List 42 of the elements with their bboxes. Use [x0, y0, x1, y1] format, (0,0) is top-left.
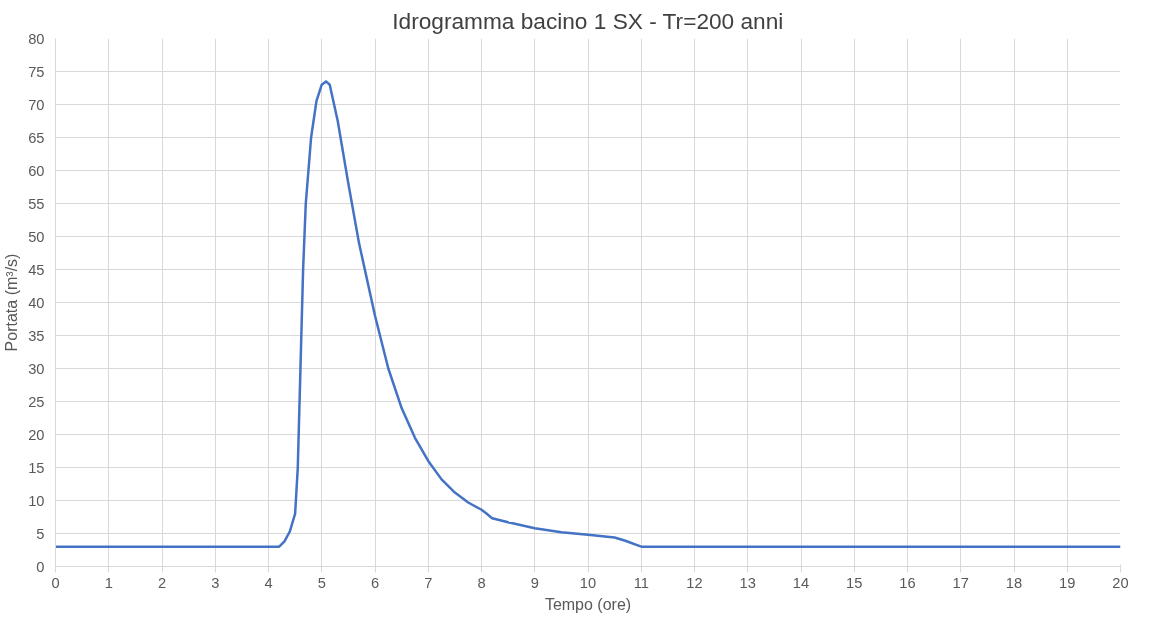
x-tick-label: 7 [424, 574, 433, 591]
y-tick-label: 30 [28, 360, 45, 377]
y-tick-label: 5 [36, 525, 45, 542]
x-tick-label: 9 [530, 574, 539, 591]
x-tick-label: 18 [1005, 574, 1023, 591]
x-tick-label: 12 [686, 574, 703, 591]
y-tick-label: 35 [28, 327, 45, 344]
y-tick-label: 40 [28, 294, 45, 311]
y-tick-label: 0 [36, 558, 45, 575]
y-tick-label: 45 [28, 261, 45, 278]
x-tick-label: 20 [1112, 574, 1129, 591]
chart-title: Idrogramma bacino 1 SX - Tr=200 anni [392, 7, 784, 34]
y-tick-label: 50 [28, 228, 45, 245]
x-tick-label: 4 [264, 574, 273, 591]
x-tick-label: 17 [952, 574, 969, 591]
line-series [55, 80, 1121, 548]
x-tick-label: 3 [211, 574, 220, 591]
y-tick-label: 20 [28, 426, 45, 443]
y-tick-label: 75 [28, 63, 45, 80]
x-tick-label: 2 [157, 574, 167, 591]
x-tick-label: 15 [846, 574, 863, 591]
x-tick-label: 10 [579, 574, 597, 591]
y-tick-label: 15 [28, 459, 45, 476]
y-tick-label: 80 [28, 30, 45, 47]
y-tick-label: 65 [28, 129, 45, 146]
x-tick-label: 19 [1059, 574, 1076, 591]
y-tick-label: 10 [28, 492, 45, 509]
y-tick-label: 70 [28, 96, 45, 113]
x-tick-label: 16 [899, 574, 916, 591]
x-tick-label: 6 [370, 574, 380, 591]
y-tick-label: 55 [28, 195, 45, 212]
x-tick-label: 11 [633, 574, 649, 591]
x-tick-label: 5 [317, 574, 326, 591]
y-tick-label: 60 [28, 162, 45, 179]
y-tick-label: 25 [28, 393, 45, 410]
y-axis-title: Portata (m³/s) [3, 253, 21, 352]
x-tick-label: 14 [792, 574, 810, 591]
x-axis-title: Tempo (ore) [544, 595, 632, 613]
x-tick-label: 0 [51, 574, 60, 591]
x-tick-label: 1 [104, 574, 113, 591]
x-tick-label: 8 [477, 574, 486, 591]
x-tick-label: 13 [739, 574, 756, 591]
